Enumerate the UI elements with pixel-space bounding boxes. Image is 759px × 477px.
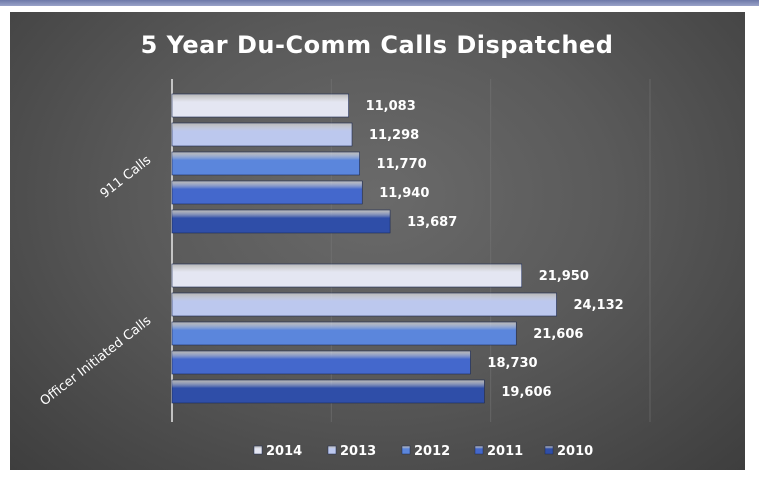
top-border-line — [0, 0, 759, 6]
data-label: 13,687 — [407, 215, 457, 230]
data-label: 18,730 — [487, 356, 537, 371]
bar-2013 — [171, 122, 353, 147]
legend-label: 2010 — [557, 444, 593, 459]
legend-swatch-2011 — [474, 445, 484, 455]
data-label: 21,950 — [539, 269, 589, 284]
legend-label: 2012 — [414, 444, 450, 459]
bar-2012 — [171, 321, 517, 346]
legend-swatch-2014 — [253, 445, 263, 455]
legend: 2014 2013 2012 2011 2010 — [253, 444, 593, 459]
bar-2013 — [171, 292, 557, 317]
chart-title: 5 Year Du-Comm Calls Dispatched — [141, 31, 614, 59]
bars-group: 11,083 11,298 11,770 11,940 13,687 21,950 24,1… — [171, 93, 624, 404]
legend-label: 2013 — [340, 444, 376, 459]
data-label: 24,132 — [574, 298, 624, 313]
legend-swatch-2012 — [401, 445, 411, 455]
bar-chart: 5 Year Du-Comm Calls Dispatched 11,08311… — [38, 31, 651, 459]
bar-2014 — [171, 263, 523, 288]
category-labels: 911 Calls Officer Initiated Calls — [38, 153, 155, 409]
data-label: 11,083 — [366, 99, 416, 114]
bar-2011 — [171, 180, 363, 205]
legend-swatch-2010 — [544, 445, 554, 455]
chart-area: 5 Year Du-Comm Calls Dispatched 11,083 11… — [10, 12, 745, 470]
bar-2010 — [171, 379, 485, 404]
legend-label: 2011 — [487, 444, 523, 459]
legend-swatch-2013 — [327, 445, 337, 455]
bar-2010 — [171, 209, 391, 234]
data-label: 11,770 — [377, 157, 427, 172]
data-label: 11,298 — [369, 128, 419, 143]
category-label: 911 Calls — [98, 153, 155, 202]
bar-2012 — [171, 151, 360, 176]
data-label: 11,940 — [379, 186, 429, 201]
data-label: 21,606 — [533, 327, 583, 342]
data-label: 19,606 — [501, 385, 551, 400]
category-label: Officer Initiated Calls — [38, 313, 155, 409]
bar-2011 — [171, 350, 471, 375]
bar-2014 — [171, 93, 349, 118]
legend-label: 2014 — [266, 444, 302, 459]
